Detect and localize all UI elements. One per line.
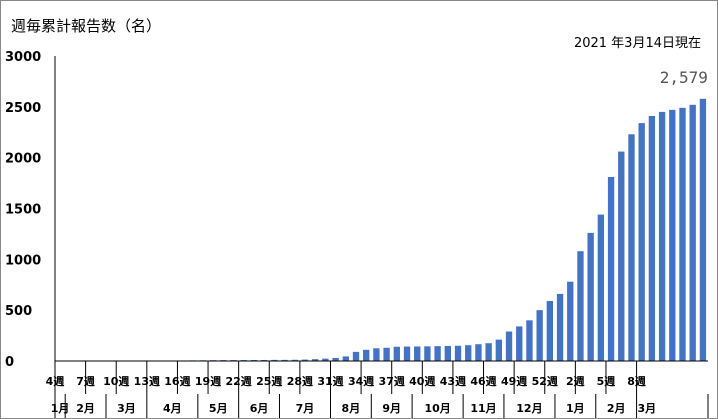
bar — [342, 356, 349, 361]
week-label: 40週 — [409, 374, 435, 388]
as-of-date: 2021 年3月14日現在 — [573, 36, 701, 51]
week-label: 22週 — [226, 374, 252, 388]
bar — [536, 310, 543, 361]
week-label: 34週 — [348, 374, 374, 388]
bar — [485, 343, 492, 361]
bar — [414, 346, 421, 361]
month-label: 9月 — [382, 402, 401, 415]
bar — [679, 107, 686, 361]
week-label: 31週 — [317, 374, 343, 388]
month-label: 3月 — [117, 402, 136, 415]
month-label: 5月 — [209, 402, 228, 415]
month-label: 1月 — [51, 402, 70, 415]
bar — [495, 339, 502, 361]
week-label: 37週 — [379, 374, 405, 388]
week-label: 8週 — [627, 374, 646, 388]
bar — [383, 347, 390, 361]
week-label: 10週 — [103, 374, 129, 388]
bar — [454, 345, 462, 361]
bar — [577, 251, 584, 361]
bar — [291, 359, 298, 361]
bar — [658, 111, 666, 361]
month-label: 8月 — [342, 402, 361, 415]
bar — [250, 359, 258, 361]
month-label: 6月 — [250, 402, 269, 415]
month-label: 2月 — [607, 402, 626, 415]
bar — [505, 331, 513, 361]
week-label: 52週 — [532, 374, 558, 388]
month-label: 10月 — [424, 402, 450, 415]
week-label: 13週 — [134, 374, 160, 388]
week-label: 7週 — [76, 374, 95, 388]
y-tick-label: 1500 — [5, 203, 41, 218]
bar — [516, 326, 523, 361]
week-label: 5週 — [597, 374, 616, 388]
bar — [373, 348, 380, 361]
bar — [352, 351, 360, 361]
bar — [587, 232, 594, 361]
bar — [689, 104, 696, 362]
bar — [424, 346, 431, 361]
bar — [618, 151, 625, 361]
week-label: 46週 — [470, 374, 496, 388]
y-tick-label: 2500 — [5, 101, 41, 116]
bar — [281, 359, 288, 361]
month-label: 12月 — [516, 402, 542, 415]
bar — [699, 98, 707, 362]
y-tick-label: 500 — [5, 304, 32, 319]
y-tick-label: 3000 — [5, 50, 41, 65]
y-tick-label: 1000 — [5, 253, 41, 268]
week-label: 25週 — [256, 374, 282, 388]
bar — [546, 301, 554, 361]
week-label: 49週 — [501, 374, 527, 388]
month-label: 11月 — [470, 402, 496, 415]
bar — [332, 357, 339, 361]
week-label: 28週 — [287, 374, 313, 388]
bar — [312, 359, 319, 361]
bar — [403, 346, 411, 361]
week-label: 2週 — [566, 374, 585, 388]
bar — [271, 359, 278, 361]
chart-title: 週毎累計報告数（名） — [11, 17, 162, 35]
week-label: 4週 — [46, 374, 65, 388]
bar — [567, 281, 574, 361]
bar — [322, 358, 329, 361]
week-label: 16週 — [164, 374, 190, 388]
bar — [393, 346, 400, 361]
data-label: 2,579 — [660, 68, 708, 87]
bar — [648, 115, 656, 361]
bar — [301, 359, 309, 361]
bar — [607, 176, 615, 361]
bar — [444, 345, 451, 361]
bar — [465, 345, 472, 361]
week-label: 19週 — [195, 374, 221, 388]
week-label: 43週 — [440, 374, 466, 388]
bar — [526, 320, 533, 361]
month-label: 4月 — [163, 402, 182, 415]
bar — [363, 349, 370, 361]
bar — [669, 109, 676, 361]
bar — [434, 346, 441, 361]
bar — [475, 344, 482, 361]
y-tick-label: 2000 — [5, 152, 41, 167]
y-tick-label: 0 — [5, 355, 14, 370]
bar — [638, 123, 645, 361]
month-label: 2月 — [76, 402, 95, 415]
month-label: 1月 — [566, 402, 585, 415]
bar — [261, 359, 268, 361]
month-label: 3月 — [637, 402, 656, 415]
month-label: 7月 — [296, 402, 315, 415]
bar — [597, 214, 605, 361]
bar — [556, 293, 564, 361]
bar — [628, 134, 635, 361]
